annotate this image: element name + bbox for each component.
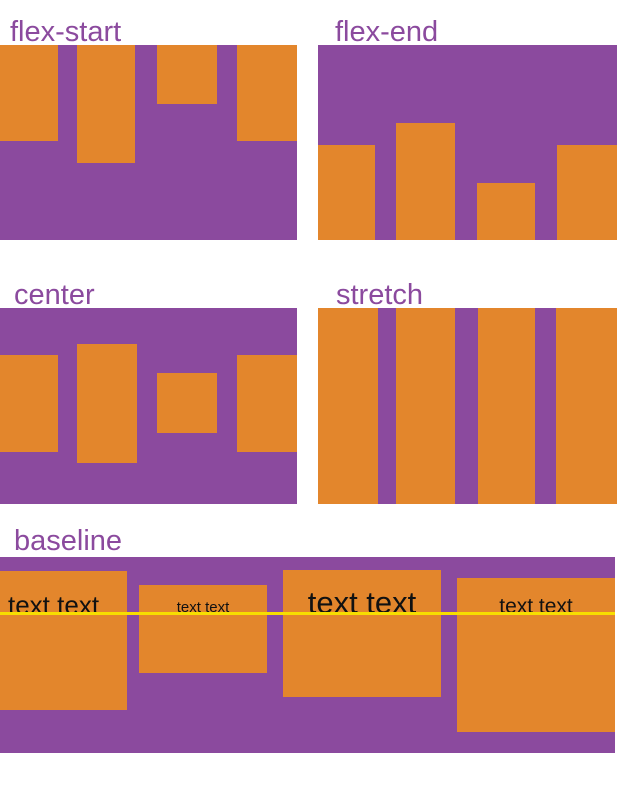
flex-item: [0, 355, 58, 452]
flex-item: [477, 183, 535, 240]
flex-item: [237, 355, 297, 452]
flex-item: [396, 123, 455, 240]
panel-title-flex-end: flex-end: [335, 16, 439, 48]
panel-title-flex-start: flex-start: [10, 16, 122, 48]
flex-item: [0, 45, 58, 141]
flex-item: [157, 373, 217, 433]
baseline-indicator-line: [0, 612, 615, 615]
flex-container-baseline: text text text text text text text text: [0, 557, 615, 753]
flex-item: [157, 45, 217, 104]
flex-container-flex-end: [318, 45, 617, 240]
flex-item: [77, 344, 137, 463]
flex-item: [318, 145, 375, 240]
flex-container-center: [0, 308, 297, 504]
flex-item: [396, 308, 455, 504]
flex-item-with-text: text text: [283, 570, 441, 697]
flex-item: [318, 308, 378, 504]
flex-item-with-text: text text: [457, 578, 615, 732]
panel-title-baseline: baseline: [14, 525, 123, 557]
flex-item-with-text: text text: [0, 571, 127, 710]
flex-container-flex-start: [0, 45, 297, 240]
flex-item: [77, 45, 135, 163]
flex-item: [556, 308, 617, 504]
flex-item-with-text: text text: [139, 585, 267, 673]
panel-title-center: center: [14, 279, 95, 311]
flex-container-stretch: [318, 308, 617, 504]
panel-title-stretch: stretch: [336, 279, 424, 311]
flex-item: [237, 45, 297, 141]
flex-item: [478, 308, 535, 504]
flex-item: [557, 145, 617, 240]
